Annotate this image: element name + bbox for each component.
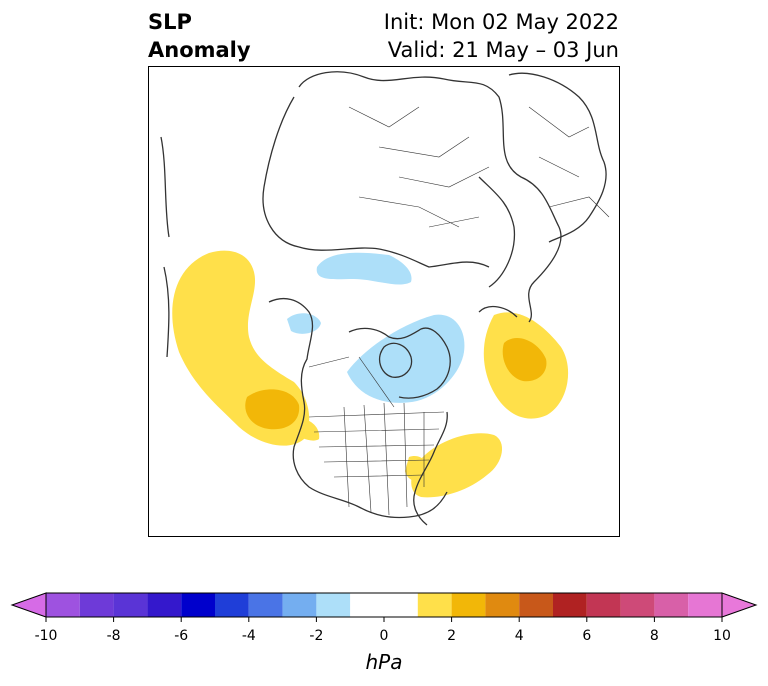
siberian-coast-negative-anomaly — [316, 252, 412, 285]
colorbar-tick-label: -4 — [241, 628, 256, 644]
colorbar-bin-7 — [282, 593, 317, 617]
date-title: Init: Mon 02 May 2022 Valid: 21 May – 03… — [384, 8, 619, 64]
valid-date-range: Valid: 21 May – 03 Jun — [387, 38, 619, 62]
colorbar-tick-label: -10 — [34, 628, 58, 644]
colorbar-bin-18 — [688, 593, 722, 617]
colorbar-bin-3 — [147, 593, 182, 617]
colorbar-tick-label: 0 — [379, 628, 389, 644]
north-atlantic-core — [502, 337, 547, 382]
colorbar-bin-17 — [654, 593, 689, 617]
map-svg — [160, 71, 610, 526]
colorbar-tick-label: 4 — [514, 628, 524, 644]
colorbar-ticks — [45, 617, 723, 622]
colorbar-bin-14 — [553, 593, 587, 617]
us-west-coast-positive-anomaly — [294, 418, 320, 441]
colorbar-bin-11 — [451, 593, 486, 617]
coastlines — [160, 71, 607, 526]
map-panel — [148, 66, 620, 537]
colorbar-bin-9 — [350, 593, 418, 617]
colorbar-bin-5 — [215, 593, 249, 617]
colorbar-unit-label: hPa — [365, 650, 403, 674]
anomaly-fills — [172, 250, 569, 498]
colorbar-bin-2 — [113, 593, 148, 617]
colorbar-bin-8 — [316, 593, 351, 617]
colorbar-tick-label: -6 — [174, 628, 189, 644]
variable-title-line2: Anomaly — [148, 38, 251, 62]
canadian-archipelago-negative-anomaly — [347, 314, 465, 403]
colorbar-over-arrow — [721, 592, 758, 618]
colorbar-bin-15 — [586, 593, 621, 617]
variable-title: SLP Anomaly — [148, 8, 251, 64]
bering-negative-anomaly — [287, 313, 321, 334]
colorbar-bins — [46, 593, 722, 617]
colorbar-bin-13 — [519, 593, 553, 617]
colorbar-bin-4 — [181, 593, 215, 617]
colorbar — [10, 592, 758, 622]
colorbar-bin-10 — [417, 593, 452, 617]
colorbar-bin-6 — [248, 593, 283, 617]
colorbar-bin-16 — [620, 593, 655, 617]
init-date: Init: Mon 02 May 2022 — [383, 10, 619, 34]
colorbar-tick-label: 8 — [649, 628, 659, 644]
colorbar-tick-label: 2 — [447, 628, 457, 644]
north-pacific-core — [245, 389, 300, 430]
colorbar-tick-label: 10 — [713, 628, 731, 644]
western-atlantic-positive-anomaly — [411, 433, 503, 498]
colorbar-bin-12 — [485, 593, 520, 617]
colorbar-tick-label: -8 — [106, 628, 121, 644]
colorbar-bin-1 — [79, 593, 114, 617]
colorbar-tick-label: 6 — [582, 628, 592, 644]
colorbar-bin-0 — [46, 593, 80, 617]
colorbar-under-arrow — [10, 592, 47, 618]
variable-title-line1: SLP — [148, 10, 192, 34]
colorbar-tick-label: -2 — [309, 628, 324, 644]
political-borders — [308, 106, 610, 516]
